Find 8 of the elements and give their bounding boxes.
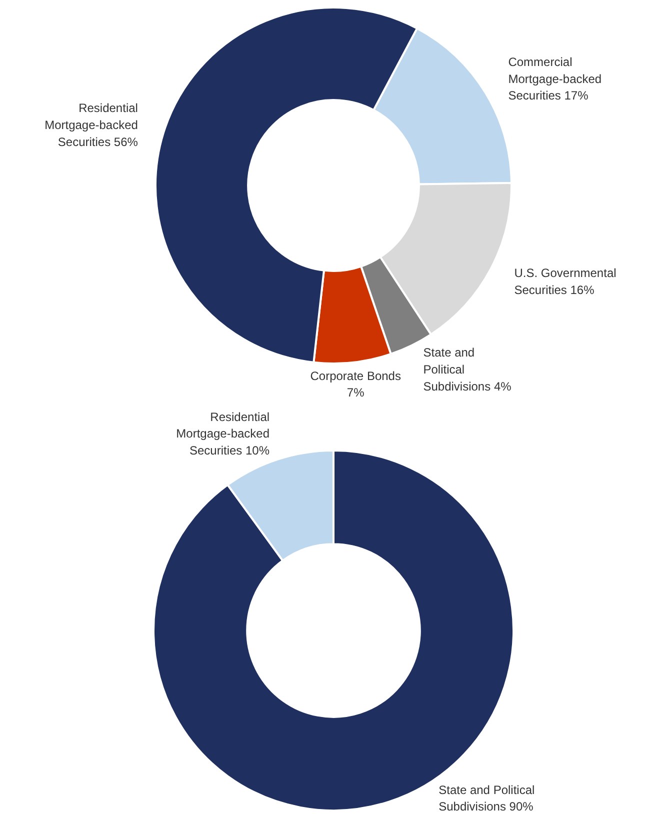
slice-label: Residential Mortgage-backed Securities 56% bbox=[44, 101, 138, 149]
slice-label: State and Political Subdivisions 90% bbox=[438, 782, 535, 814]
slice-label: U.S. Governmental Securities 16% bbox=[514, 266, 616, 297]
slice-label: Corporate Bonds bbox=[310, 368, 401, 383]
data-label: 7% bbox=[346, 386, 365, 400]
slice-label: State and Political Subdivisions 4% bbox=[423, 346, 512, 394]
slice-label: Residential Mortgage-backed Securities 10% bbox=[176, 410, 270, 458]
slice-label: Commercial Mortgage-backed Securities 17% bbox=[508, 55, 602, 103]
